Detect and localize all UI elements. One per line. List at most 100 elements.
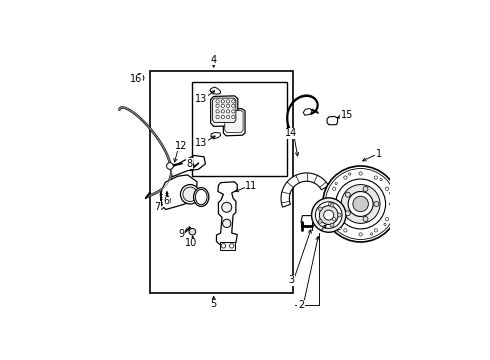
Text: 8: 8 — [187, 159, 193, 169]
Circle shape — [335, 183, 337, 185]
Ellipse shape — [196, 189, 207, 205]
Circle shape — [136, 74, 144, 82]
Bar — [220, 242, 235, 250]
Polygon shape — [210, 87, 220, 94]
Circle shape — [226, 110, 230, 113]
Polygon shape — [213, 98, 236, 122]
Polygon shape — [303, 109, 312, 115]
Bar — [150, 71, 293, 293]
Circle shape — [325, 168, 396, 239]
Circle shape — [232, 110, 235, 113]
Text: 16: 16 — [130, 74, 142, 84]
Polygon shape — [211, 96, 238, 126]
Circle shape — [337, 213, 341, 217]
Text: 12: 12 — [175, 141, 188, 151]
Circle shape — [226, 100, 230, 103]
Circle shape — [363, 186, 368, 192]
Circle shape — [229, 244, 234, 248]
Circle shape — [339, 227, 341, 230]
Circle shape — [341, 185, 380, 223]
Circle shape — [221, 100, 224, 103]
Circle shape — [374, 229, 377, 232]
Polygon shape — [301, 216, 316, 226]
Circle shape — [221, 244, 225, 248]
Text: 4: 4 — [211, 55, 217, 65]
Circle shape — [330, 223, 334, 227]
Circle shape — [353, 196, 368, 212]
Text: 9: 9 — [178, 229, 184, 239]
Text: 6: 6 — [164, 196, 170, 206]
Circle shape — [137, 75, 143, 81]
Circle shape — [385, 187, 389, 190]
Text: 15: 15 — [341, 110, 353, 120]
Circle shape — [324, 210, 334, 220]
Circle shape — [232, 100, 235, 103]
Circle shape — [343, 176, 347, 179]
Text: 11: 11 — [245, 181, 257, 191]
Circle shape — [221, 104, 224, 108]
Circle shape — [221, 110, 224, 113]
Circle shape — [343, 229, 347, 232]
Text: 1: 1 — [376, 149, 383, 159]
Polygon shape — [327, 116, 338, 125]
Circle shape — [216, 100, 219, 103]
Circle shape — [363, 216, 368, 221]
Circle shape — [384, 223, 386, 226]
Circle shape — [390, 202, 393, 206]
Text: 5: 5 — [211, 299, 217, 309]
Circle shape — [348, 192, 373, 216]
Circle shape — [330, 214, 332, 216]
Text: 2: 2 — [298, 300, 304, 310]
Text: 13: 13 — [195, 138, 207, 148]
Circle shape — [221, 115, 224, 118]
Text: 3: 3 — [288, 275, 294, 285]
Circle shape — [232, 115, 235, 118]
Circle shape — [164, 202, 170, 207]
Circle shape — [318, 219, 322, 223]
Text: 10: 10 — [185, 238, 197, 248]
Polygon shape — [211, 132, 220, 139]
Ellipse shape — [194, 188, 209, 207]
Circle shape — [330, 203, 334, 207]
Polygon shape — [281, 173, 329, 207]
Circle shape — [216, 115, 219, 118]
Polygon shape — [160, 175, 197, 210]
Circle shape — [232, 104, 235, 108]
Circle shape — [189, 228, 196, 235]
Polygon shape — [217, 182, 237, 244]
Circle shape — [180, 185, 200, 204]
Circle shape — [226, 115, 230, 118]
Circle shape — [322, 166, 398, 242]
Text: 13: 13 — [195, 94, 207, 104]
Circle shape — [312, 198, 346, 232]
Circle shape — [390, 192, 392, 194]
Circle shape — [336, 179, 386, 229]
Circle shape — [348, 173, 351, 175]
Circle shape — [216, 104, 219, 108]
Polygon shape — [225, 111, 243, 132]
Circle shape — [359, 233, 362, 236]
Circle shape — [167, 163, 173, 169]
Circle shape — [345, 192, 350, 197]
Circle shape — [374, 176, 377, 179]
Circle shape — [226, 104, 230, 108]
Circle shape — [359, 172, 362, 175]
Circle shape — [316, 202, 342, 228]
Circle shape — [385, 217, 389, 221]
Circle shape — [328, 202, 332, 206]
Circle shape — [374, 202, 379, 207]
Polygon shape — [223, 109, 245, 136]
Circle shape — [183, 187, 197, 202]
Circle shape — [345, 211, 350, 216]
Circle shape — [319, 206, 338, 225]
Circle shape — [222, 219, 231, 228]
Circle shape — [222, 202, 232, 212]
Circle shape — [333, 217, 336, 221]
Circle shape — [333, 187, 336, 190]
Polygon shape — [171, 156, 205, 177]
Circle shape — [216, 110, 219, 113]
Text: 14: 14 — [285, 128, 297, 138]
Bar — [192, 82, 287, 176]
Circle shape — [380, 179, 382, 181]
Circle shape — [159, 204, 164, 209]
